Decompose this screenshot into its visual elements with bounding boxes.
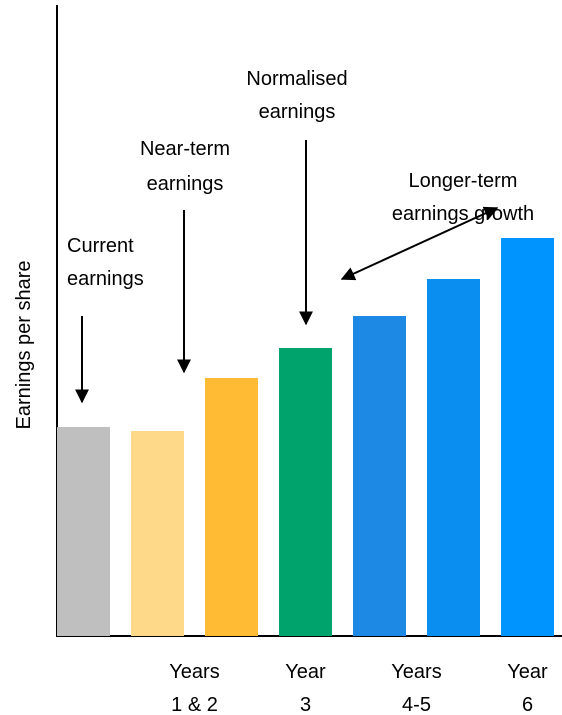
annotation-line: earnings [67, 268, 144, 290]
x-tick-label-line: 6 [522, 694, 533, 715]
bar [57, 427, 110, 636]
arrow [340, 206, 499, 281]
x-tick-label-line: Years [391, 661, 441, 683]
bar [205, 378, 258, 636]
x-tick-label: Years 1 & 2 [169, 661, 219, 715]
annotation-line: earnings [259, 101, 336, 123]
bar [501, 238, 554, 636]
annotation-text: Near-term earnings [140, 138, 230, 195]
annotation-text: Longer-term earnings growth [392, 170, 534, 225]
x-tick-label: Year 3 [285, 661, 326, 715]
annotation-line: Current [67, 235, 134, 257]
annotation-line: Normalised [246, 68, 347, 90]
bar [131, 431, 184, 636]
annotation-line: Near-term [140, 138, 230, 160]
bar [279, 348, 332, 636]
annotation-text: Normalised earnings [246, 68, 347, 123]
annotation: Current earnings [67, 235, 144, 404]
x-tick-label-line: Year [507, 661, 548, 683]
annotation-line: earnings [147, 173, 224, 195]
x-tick-label-line: 3 [300, 694, 311, 715]
bar [353, 316, 406, 636]
annotation-line: earnings growth [392, 203, 534, 225]
annotation: Longer-term earnings growth [340, 170, 534, 281]
bar [427, 279, 480, 636]
x-tick-label: Years 4-5 [391, 661, 441, 715]
annotation: Near-term earnings [140, 138, 230, 374]
x-tick-label-line: 4-5 [402, 694, 431, 715]
annotation: Normalised earnings [246, 68, 348, 326]
y-axis-label: Earnings per share [13, 261, 35, 430]
x-tick-label-line: 1 & 2 [171, 694, 218, 715]
annotation-text: Current earnings [67, 235, 144, 290]
x-tick-label-line: Years [169, 661, 219, 683]
x-tick-label: Year 6 [507, 661, 548, 715]
x-tick-label-line: Year [285, 661, 326, 683]
annotation-line: Longer-term [409, 170, 518, 192]
